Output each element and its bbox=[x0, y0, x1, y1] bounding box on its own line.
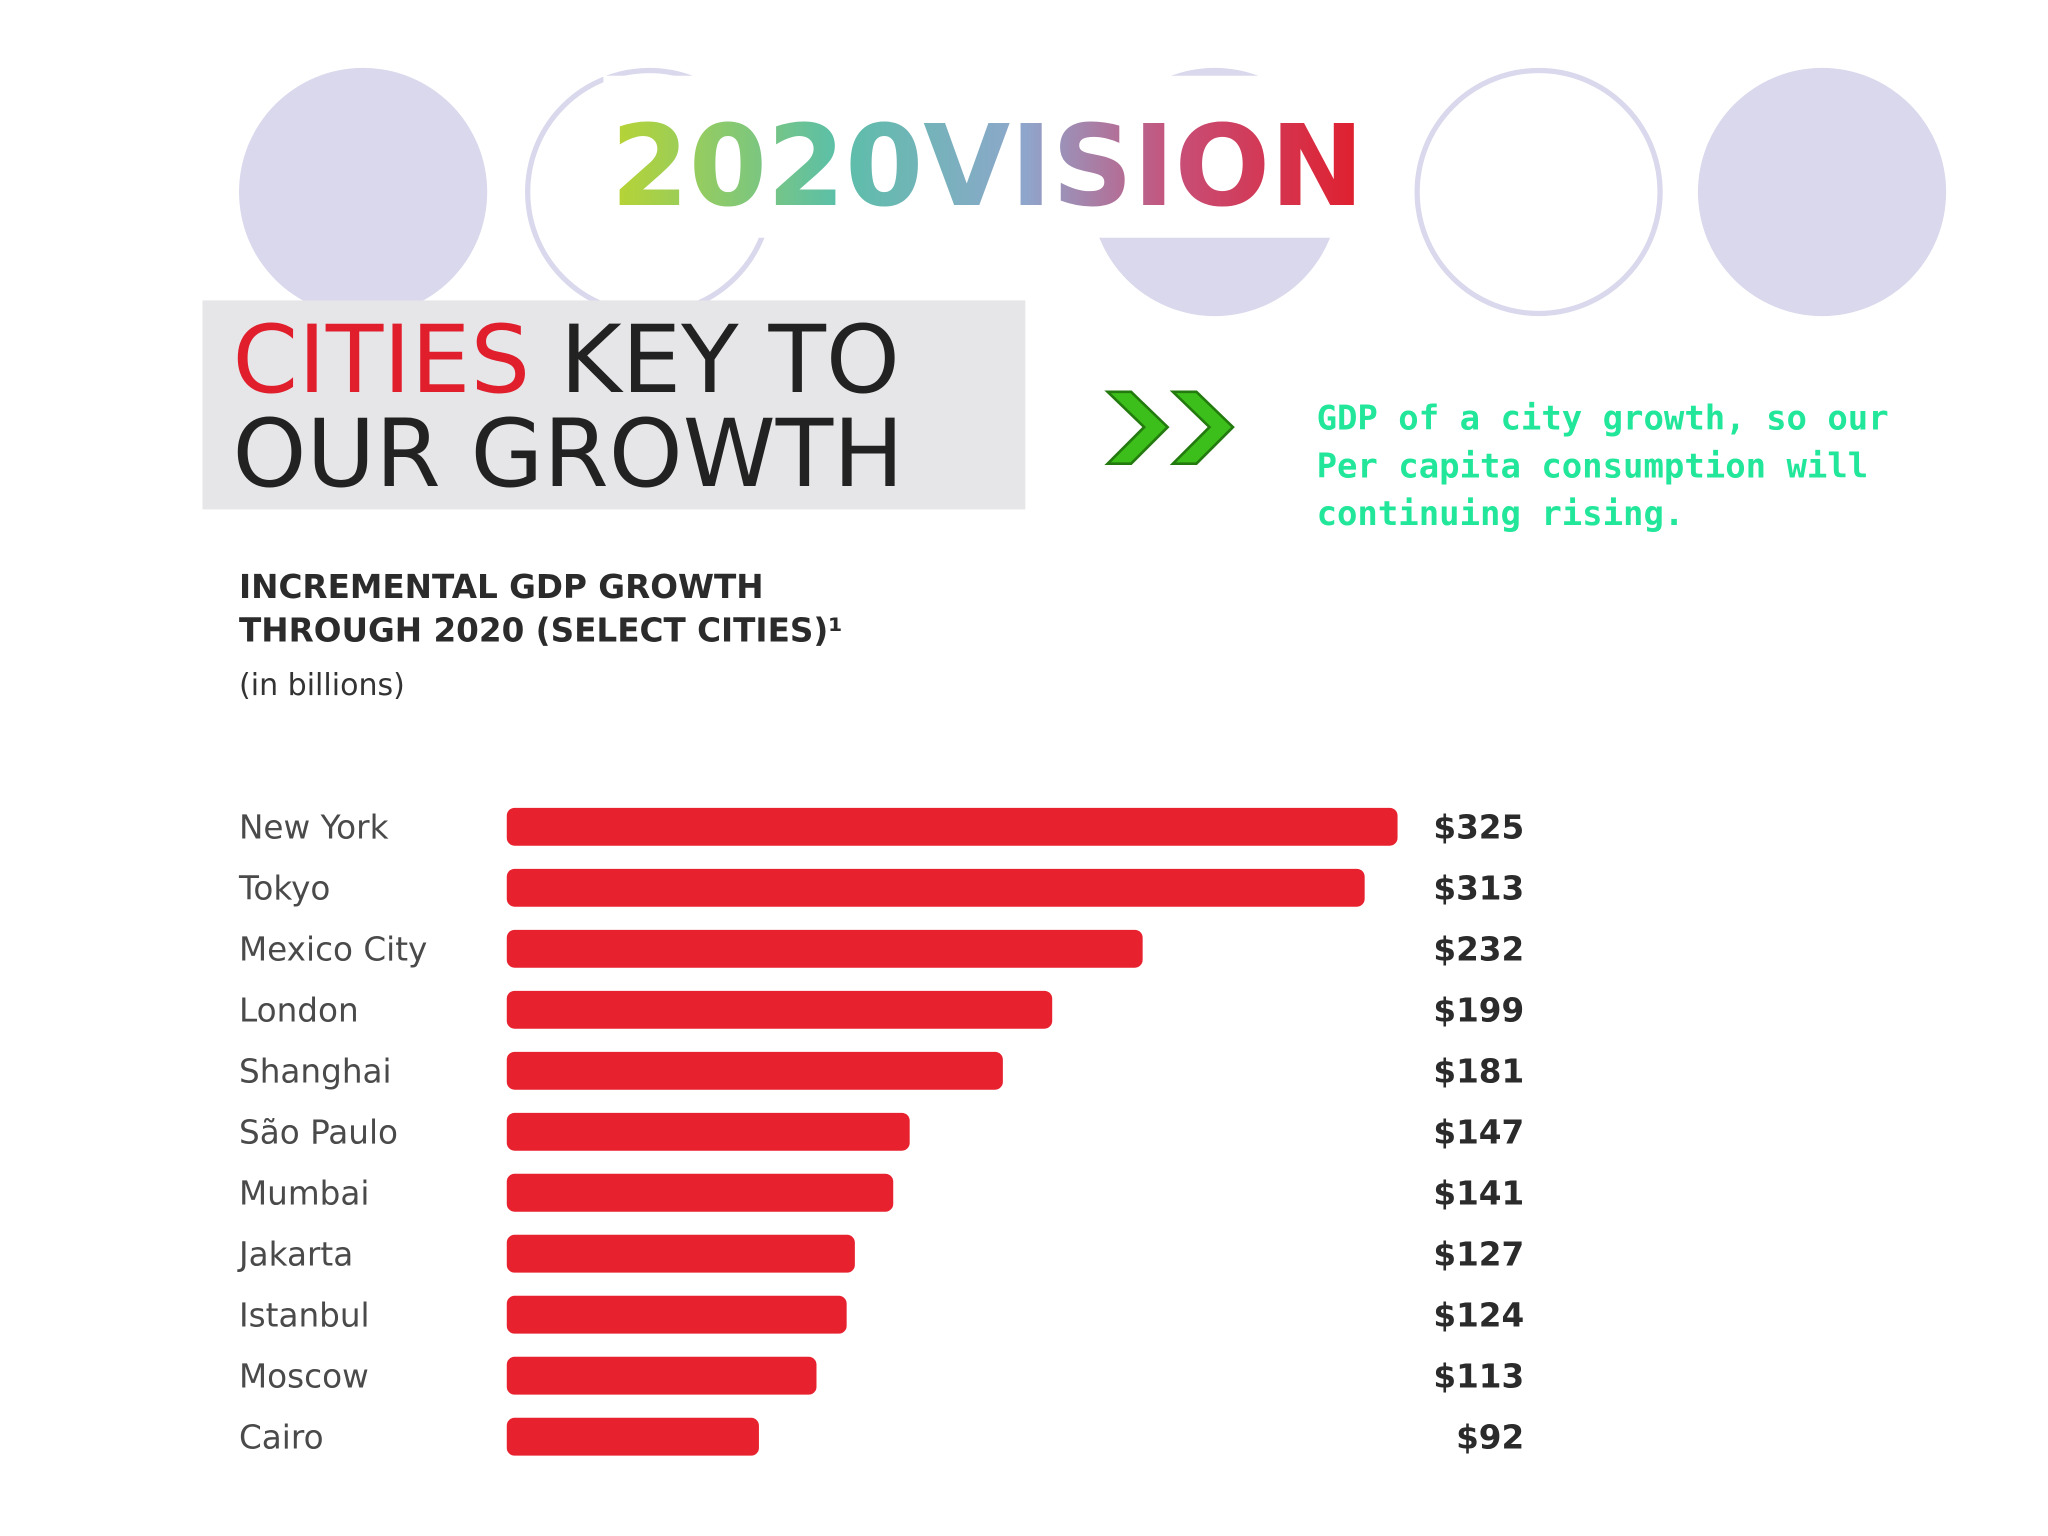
value-label: $313 bbox=[1433, 870, 1524, 908]
note-line: continuing rising. bbox=[1317, 494, 1685, 534]
heading-box bbox=[202, 300, 1026, 510]
category-label: Mumbai bbox=[239, 1175, 369, 1213]
bar bbox=[506, 1356, 817, 1395]
value-label: $124 bbox=[1433, 1296, 1524, 1334]
bar bbox=[506, 868, 1365, 907]
chart-title: THROUGH 2020 (SELECT CITIES)¹ bbox=[239, 611, 843, 649]
category-label: Shanghai bbox=[239, 1053, 392, 1091]
category-label: New York bbox=[239, 809, 389, 847]
bar bbox=[506, 1234, 855, 1273]
note-line: Per capita consumption will bbox=[1317, 446, 1869, 486]
category-label: London bbox=[239, 992, 359, 1030]
bar bbox=[506, 1051, 1003, 1090]
category-label: São Paulo bbox=[239, 1114, 398, 1152]
bar bbox=[506, 929, 1143, 968]
bar bbox=[506, 1417, 759, 1456]
value-label: $92 bbox=[1456, 1418, 1524, 1456]
heading-line2: OUR GROWTH bbox=[232, 400, 903, 509]
category-label: Istanbul bbox=[239, 1296, 370, 1334]
category-label: Cairo bbox=[239, 1418, 324, 1456]
value-label: $113 bbox=[1433, 1357, 1524, 1395]
chart-title: INCREMENTAL GDP GROWTH bbox=[239, 568, 764, 606]
value-label: $147 bbox=[1433, 1114, 1524, 1152]
value-label: $232 bbox=[1433, 931, 1524, 969]
chart-subtitle: (in billions) bbox=[239, 668, 405, 703]
note: GDP of a city growth, so our Per capita c… bbox=[1317, 399, 1889, 534]
bar bbox=[506, 990, 1053, 1029]
category-label: Mexico City bbox=[239, 931, 427, 969]
value-label: $199 bbox=[1433, 992, 1524, 1030]
value-label: $141 bbox=[1433, 1175, 1524, 1213]
category-label: Jakarta bbox=[237, 1236, 353, 1274]
category-label: Moscow bbox=[239, 1357, 369, 1395]
bar bbox=[506, 1295, 847, 1334]
value-label: $181 bbox=[1433, 1053, 1524, 1091]
heading-rest: KEY TO bbox=[560, 306, 900, 415]
logo: 2020VISION bbox=[611, 102, 1364, 232]
bar bbox=[506, 1112, 910, 1151]
value-label: $325 bbox=[1433, 809, 1524, 847]
decor-circle bbox=[1414, 67, 1663, 317]
arrows-icon bbox=[1104, 390, 1235, 465]
category-label: Tokyo bbox=[238, 870, 330, 908]
bar bbox=[506, 1173, 894, 1212]
decor-circle bbox=[1697, 67, 1947, 317]
logo-box bbox=[603, 75, 1372, 238]
note-line: GDP of a city growth, so our bbox=[1317, 399, 1889, 439]
decor-circle bbox=[239, 67, 488, 317]
heading: CITIES KEY TO bbox=[232, 306, 899, 415]
heading-red: CITIES bbox=[232, 306, 530, 415]
plot: New York $325 Tokyo $313 Mexico City $232 Lond… bbox=[237, 807, 1524, 1456]
bar bbox=[506, 807, 1398, 846]
value-label: $127 bbox=[1433, 1236, 1524, 1274]
